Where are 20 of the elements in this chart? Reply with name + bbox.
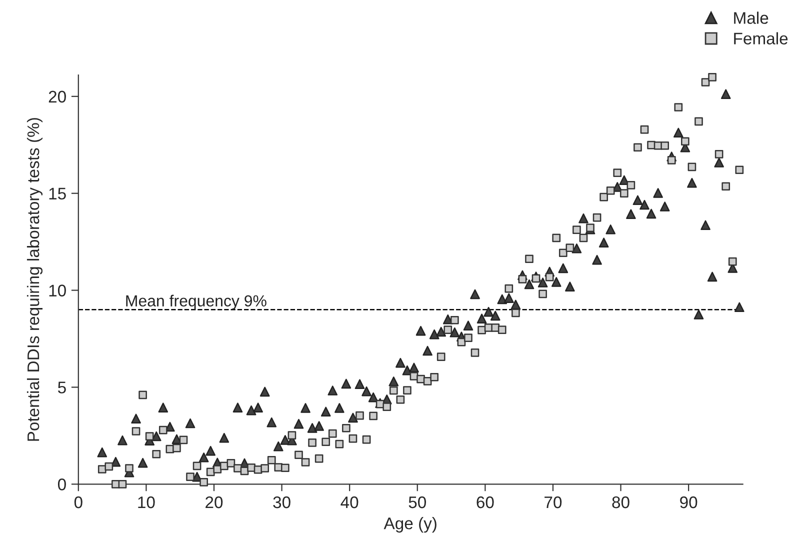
x-tick-label: 30 [273,496,290,508]
x-tick-label: 90 [680,496,698,508]
x-tick-label: 40 [340,496,358,508]
x-tick-label: 70 [544,496,562,508]
y-tick-label: 5 [58,382,66,394]
y-tick-label: 20 [48,90,66,103]
x-tick-label: 0 [74,496,82,508]
y-axis-title: Potential DDIs requiring laboratory tests (%) [26,118,42,441]
legend-label: Female [734,32,788,44]
x-tick-label: 20 [206,496,223,508]
x-axis-title: Age (y) [384,517,436,533]
x-tick-label: 10 [138,496,155,508]
x-tick-label: 60 [476,496,494,508]
y-tick-label: 10 [49,284,66,296]
x-tick-label: 50 [408,496,426,508]
x-tick-label: 80 [612,496,630,508]
y-tick-label: 15 [49,188,66,200]
y-tick-label: 0 [58,478,66,490]
ref-line-label: Mean frequency 9% [126,294,266,310]
legend-label: Male [734,12,768,24]
